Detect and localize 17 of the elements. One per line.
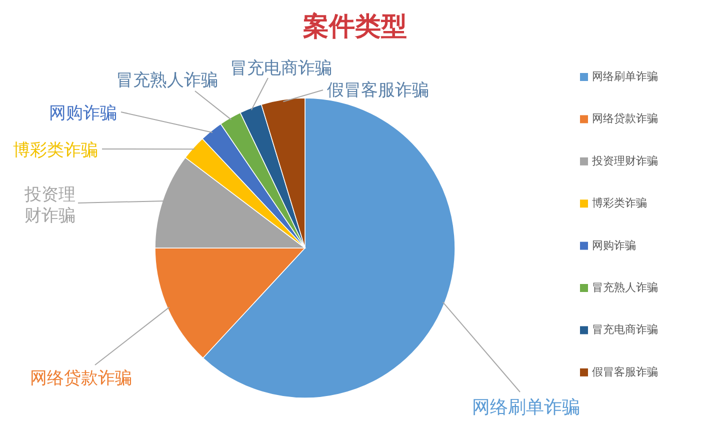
slice-label: 网络贷款诈骗: [30, 368, 132, 388]
legend-label: 博彩类诈骗: [592, 196, 647, 210]
legend-label: 投资理财诈骗: [591, 154, 658, 168]
slice-label: 网络刷单诈骗: [472, 397, 580, 417]
slice-label: 冒充熟人诈骗: [116, 70, 218, 90]
slice-label: 博彩类诈骗: [13, 140, 98, 160]
legend-label: 网购诈骗: [592, 238, 636, 252]
legend-label: 网络刷单诈骗: [592, 70, 658, 83]
legend-label: 假冒客服诈骗: [592, 365, 658, 378]
slice-label: 网购诈骗: [49, 104, 117, 122]
chart-title: 案件类型: [302, 11, 407, 41]
slice-label: 假冒客服诈骗: [327, 80, 429, 100]
slice-label: 投资理财诈骗: [24, 184, 76, 226]
legend-label: 冒充熟人诈骗: [592, 281, 658, 294]
slice-label: 冒充电商诈骗: [230, 58, 332, 78]
legend-label: 网络贷款诈骗: [592, 112, 658, 126]
legend-label: 冒充电商诈骗: [592, 323, 658, 336]
